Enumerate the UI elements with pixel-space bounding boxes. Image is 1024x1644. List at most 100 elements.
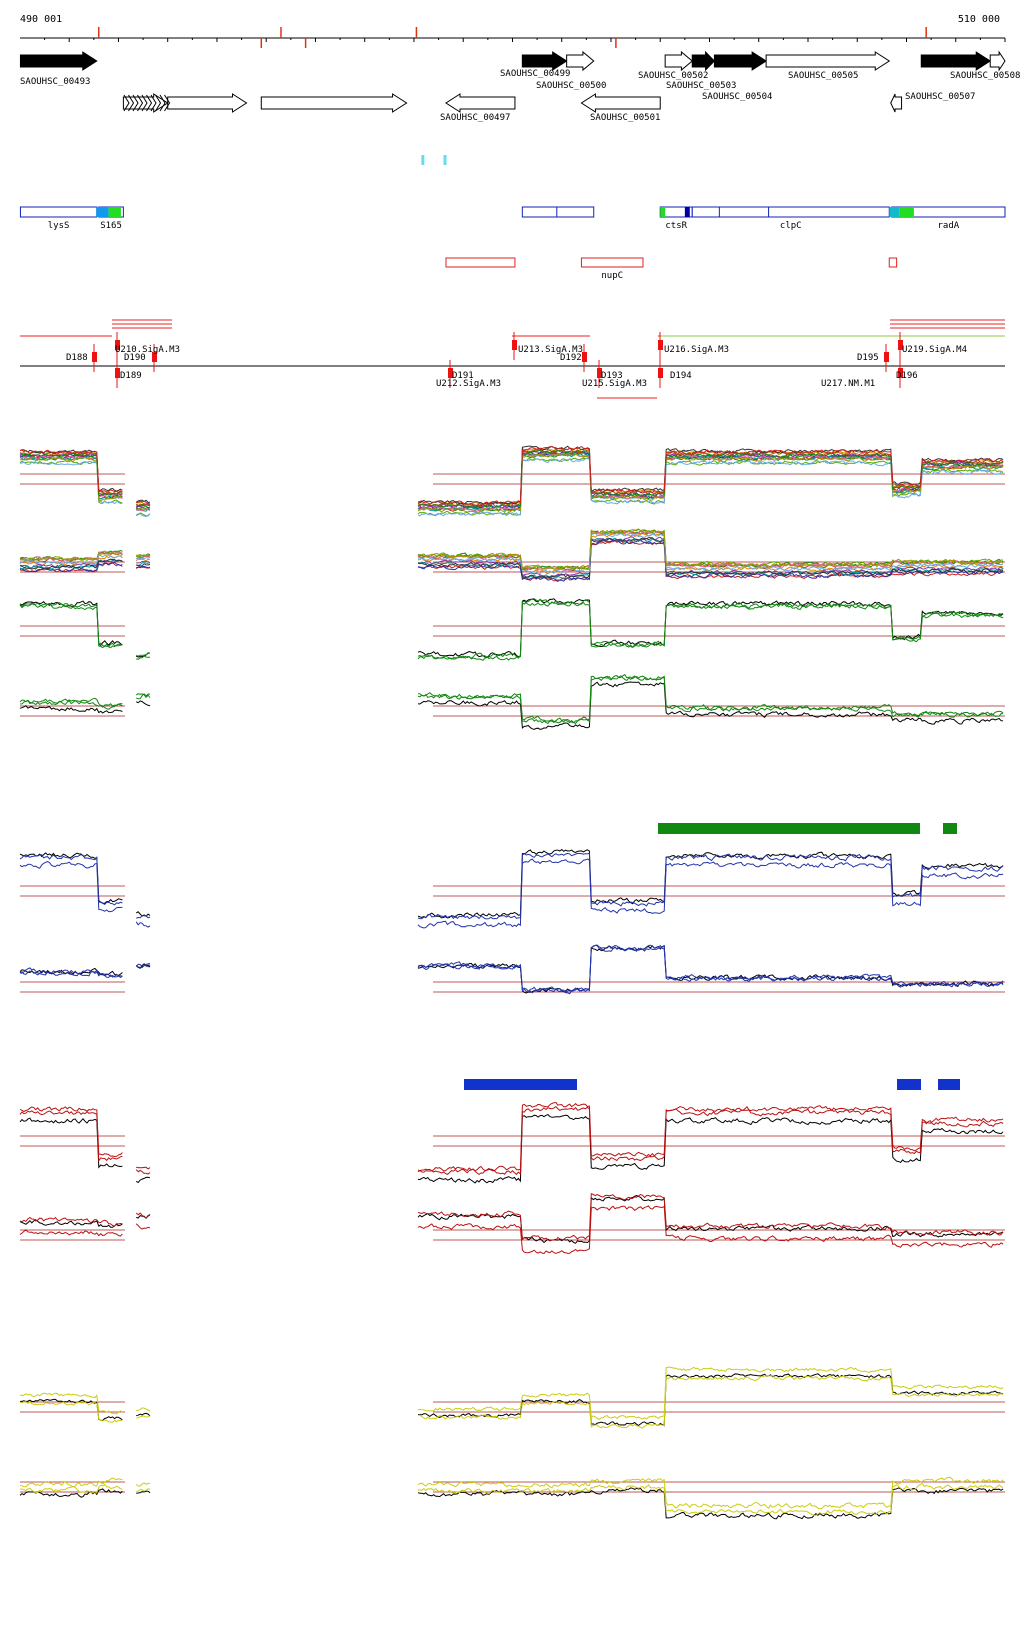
expression-line [19,600,1004,661]
expression-line [19,1105,1004,1176]
feature-color-block [899,207,914,217]
gene-arrow [920,51,992,71]
gene-arrow [445,93,516,113]
gene-label: SAOUHSC_00493 [20,77,90,87]
feature-color-block [96,207,109,217]
feature-label: lysS [48,221,70,231]
expression-line [19,848,1004,919]
gene-arrow [566,50,595,72]
expression-line [19,852,1004,920]
gene-arrow [890,93,903,113]
gene-arrow [713,51,768,71]
gene-arrow [521,51,568,71]
expression-line [20,452,1004,513]
expression-line [19,537,1004,579]
expression-line [19,446,1004,506]
tu-label: D195 [857,353,879,363]
gene-arrow [19,51,98,71]
tu-label: D191 [452,371,474,381]
genes-above-track: SAOUHSC_00493 SAOUHSC_00499 SAOUHSC_00500 S… [19,50,1020,102]
feature-label: ctsR [665,221,687,231]
tu-lines [20,319,1005,399]
expression-tracks [19,445,1005,1520]
expression-line [19,598,1004,660]
expression-track [19,1476,1005,1520]
tu-label: U217.NM.M1 [821,379,875,389]
gene-label: SAOUHSC_00500 [536,81,606,91]
expression-line [19,858,1004,929]
feature-color-block [660,207,666,217]
tu-label: D194 [670,371,692,381]
blue-bar-3 [938,1079,960,1090]
tu-label: D188 [66,353,88,363]
gene-label: SAOUHSC_00504 [702,92,772,102]
tu-label: U215.SigA.M3 [582,379,647,389]
hatch-mark [137,94,144,112]
expression-line [19,445,1004,505]
hatch-mark [164,94,171,112]
hatch-mark [132,94,139,112]
cyan-mark [421,155,425,165]
expression-line [19,450,1004,510]
tu-label: D196 [896,371,918,381]
feature-box [19,206,98,218]
genes-below-track: SAOUHSC_00497 SAOUHSC_00501 [122,93,903,123]
gene-arrow [167,93,248,113]
expression-track [19,1366,1005,1429]
gene-label: SAOUHSC_00505 [788,71,858,81]
expression-line [19,539,1004,582]
feature-label: radA [938,221,960,231]
hatch-mark [141,94,148,112]
tu-label: U216.SigA.M3 [664,345,729,355]
red-box [888,257,898,268]
gene-label: SAOUHSC_00507 [905,92,975,102]
expression-track [19,848,1005,929]
expression-track [19,528,1005,583]
expression-track [19,944,1005,995]
expression-line [19,1101,1004,1172]
expression-track [19,445,1005,518]
gene-arrow [691,50,716,72]
expression-line [19,449,1004,509]
expression-track [19,1101,1005,1184]
red-box-track: nupC [445,257,898,281]
green-bar-1 [658,823,920,834]
feature-color-block [684,207,690,217]
gene-label: SAOUHSC_00499 [500,69,570,79]
tu-label: U210.SigA.M3 [115,345,180,355]
expression-line [19,449,1004,509]
gene-label: SAOUHSC_00503 [666,81,736,91]
feature-color-block [889,207,900,217]
red-box [580,257,644,268]
feature-label: clpC [780,221,802,231]
ruler: 490 001 510 000 [20,14,1006,48]
expression-line [19,1114,1004,1184]
hatch-mark [123,94,130,112]
tu-label: D192 [560,353,582,363]
gene-label: SAOUHSC_00508 [950,71,1020,81]
ruler-end-label: 510 000 [958,14,1000,25]
hatch-mark [146,94,153,112]
expression-line [19,1375,1004,1429]
blue-legend-bars [464,1079,960,1090]
hatch-mark [159,94,166,112]
expression-line [19,1476,1004,1510]
expression-track [19,598,1005,661]
hatch-mark [155,94,162,112]
ruler-start-label: 490 001 [20,14,62,25]
ruler-ticks [44,27,1006,48]
cyan-mark [443,155,447,165]
red-box-label: nupC [601,271,623,281]
tu-label: D189 [120,371,142,381]
promoter-arrow-cluster [123,94,171,112]
expression-line [19,1373,1004,1427]
tu-label: U219.SigA.M4 [902,345,967,355]
tu-label: D190 [124,353,146,363]
green-legend-bars [658,823,957,834]
red-box [445,257,516,268]
hatch-mark [150,94,157,112]
gene-arrow [260,93,408,113]
gene-arrow [664,50,694,72]
